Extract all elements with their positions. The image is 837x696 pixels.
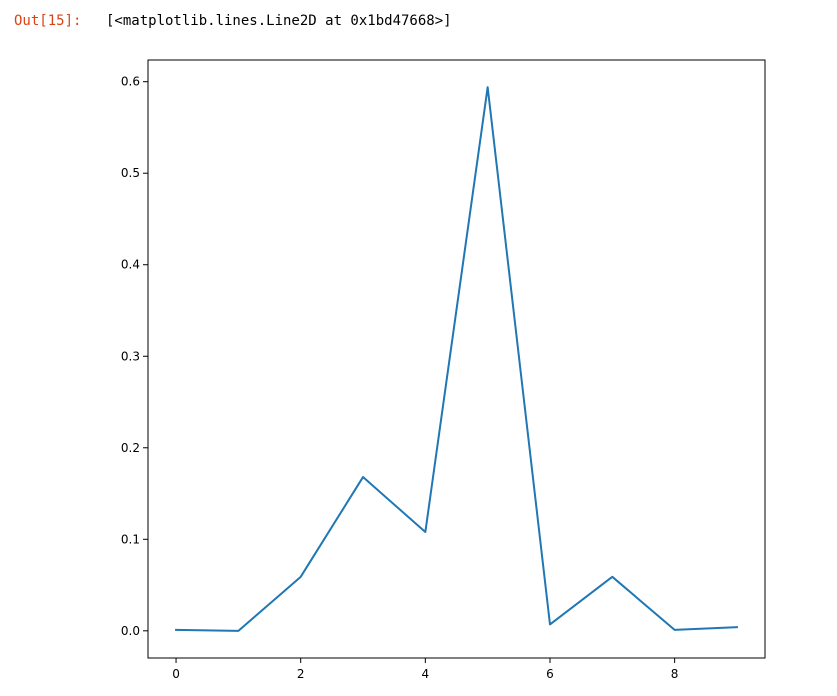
x-tick-label: 6 <box>546 667 554 681</box>
y-tick-label: 0.4 <box>121 258 140 272</box>
x-tick-label: 8 <box>671 667 679 681</box>
series-line <box>175 86 738 632</box>
marks-group <box>175 86 738 632</box>
y-tick-label: 0.6 <box>121 75 140 89</box>
y-tick-label: 0.3 <box>121 349 140 363</box>
axes-frame <box>147 59 766 659</box>
output-text: [<matplotlib.lines.Line2D at 0x1bd47668>… <box>106 13 452 29</box>
x-tick-label: 0 <box>172 667 180 681</box>
y-tick-label: 0.0 <box>121 624 140 638</box>
output-prompt: Out[15]: <box>14 13 82 29</box>
output-row: Out[15]: [<matplotlib.lines.Line2D at 0x… <box>14 10 452 32</box>
x-tick-label: 2 <box>297 667 305 681</box>
y-tick-label: 0.2 <box>121 441 140 455</box>
y-tick-label: 0.5 <box>121 166 140 180</box>
ticks-group: 0.0 0.1 0.2 0.3 0.4 0.5 0.6 0 2 4 6 8 <box>121 75 679 681</box>
x-tick-label: 4 <box>422 667 430 681</box>
y-tick-label: 0.1 <box>121 532 140 546</box>
